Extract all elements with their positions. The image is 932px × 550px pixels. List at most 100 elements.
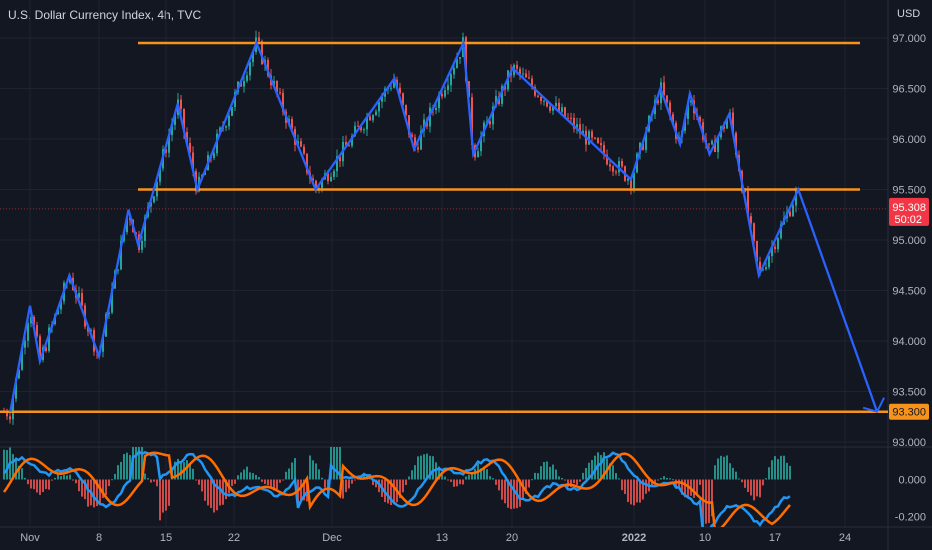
candle <box>141 235 143 254</box>
candle <box>594 137 596 140</box>
candle-body <box>249 62 251 76</box>
candle-body <box>555 102 557 107</box>
candle-body <box>231 106 233 116</box>
candle-body <box>699 116 701 123</box>
candle-body <box>36 325 38 337</box>
macd-histogram-bar <box>639 479 641 503</box>
macd-histogram-bar <box>285 471 287 480</box>
macd-histogram-bar <box>600 454 602 480</box>
macd-histogram-bar <box>237 475 239 480</box>
candle <box>420 125 422 151</box>
candle-body <box>717 137 719 152</box>
candle-body <box>315 180 317 190</box>
candle-body <box>570 117 572 119</box>
macd-histogram-bar <box>621 479 623 491</box>
candle-body <box>441 93 443 97</box>
candle-body <box>627 178 629 181</box>
candle-body <box>657 100 659 104</box>
macd-histogram-bar <box>186 460 188 480</box>
macd-histogram-bar <box>123 454 125 480</box>
candle <box>306 153 308 176</box>
candle-body <box>381 96 383 102</box>
macd-histogram-bar <box>348 479 350 489</box>
candle-body <box>12 398 14 420</box>
macd-histogram-bar <box>456 479 458 487</box>
candle-body <box>789 211 791 217</box>
macd-histogram-bar <box>96 479 98 507</box>
arrow-head <box>862 397 885 413</box>
macd-histogram-bar <box>87 479 89 507</box>
macd-histogram-bar <box>30 479 32 489</box>
macd-histogram-bar <box>342 479 344 499</box>
candle-body <box>771 246 773 257</box>
macd-histogram-bar <box>780 455 782 480</box>
macd-histogram-bar <box>177 458 179 480</box>
candle <box>243 75 245 93</box>
macd-histogram-bar <box>303 479 305 501</box>
candle-body <box>330 176 332 182</box>
macd-histogram-bar <box>729 463 731 480</box>
candle <box>663 75 665 97</box>
candle <box>576 117 578 134</box>
macd-histogram-bar <box>429 455 431 480</box>
price-tick-label: 93.000 <box>892 437 926 449</box>
candle <box>36 321 38 338</box>
macd-histogram-bar <box>201 479 203 492</box>
candle-body <box>60 301 62 310</box>
candle-body <box>780 224 782 239</box>
macd-histogram-bar <box>546 461 548 480</box>
macd-histogram-bar <box>642 479 644 500</box>
macd-histogram-bar <box>66 475 68 480</box>
macd-histogram-bar <box>453 479 455 487</box>
macd-histogram-bar <box>102 479 104 499</box>
candle-body <box>390 87 392 89</box>
macd-histogram-bar <box>156 479 158 487</box>
candle <box>411 132 413 138</box>
macd-histogram-bar <box>255 474 257 480</box>
candle-body <box>714 140 716 152</box>
candle <box>417 141 419 153</box>
candle <box>303 144 305 156</box>
candle-body <box>501 86 503 104</box>
candle-body <box>267 59 269 76</box>
candle-body <box>282 92 284 112</box>
time-tick-label: 13 <box>436 532 448 544</box>
macd-histogram-bar <box>612 465 614 480</box>
candle <box>612 165 614 177</box>
time-tick-label: 2022 <box>622 532 646 544</box>
candle-body <box>477 151 479 158</box>
candle <box>501 83 503 107</box>
macd-histogram-bar <box>570 479 572 488</box>
macd-histogram-bar <box>573 479 575 484</box>
candle-body <box>531 78 533 88</box>
candle-body <box>765 267 767 270</box>
macd-histogram-bar <box>3 449 5 480</box>
macd-histogram-bar <box>519 479 521 507</box>
macd-histogram-bar <box>465 476 467 480</box>
candle-body <box>459 57 461 59</box>
price-tick-label: 96.500 <box>892 84 926 96</box>
candle-body <box>471 97 473 146</box>
macd-histogram-bar <box>645 479 647 494</box>
macd-histogram-bar <box>498 479 500 491</box>
candle-body <box>279 92 281 94</box>
candle-body <box>687 102 689 119</box>
macd-histogram-bar <box>732 467 734 480</box>
candle <box>543 99 545 106</box>
macd-histogram-bar <box>693 479 695 498</box>
macd-histogram-bar <box>759 479 761 498</box>
macd-histogram-bar <box>147 478 149 480</box>
macd-histogram-bar <box>180 462 182 480</box>
macd-histogram-bar <box>93 479 95 508</box>
macd-histogram-bar <box>246 466 248 480</box>
macd-histogram-bar <box>204 479 206 501</box>
macd-histogram-bar <box>18 465 20 480</box>
candle-body <box>351 135 353 146</box>
support-resistance-levels <box>0 41 888 413</box>
macd-histogram-bar <box>231 479 233 486</box>
candle-body <box>372 115 374 121</box>
macd-histogram-bar <box>39 479 41 495</box>
candle-body <box>405 104 407 116</box>
currency-label[interactable]: USD <box>897 8 921 20</box>
